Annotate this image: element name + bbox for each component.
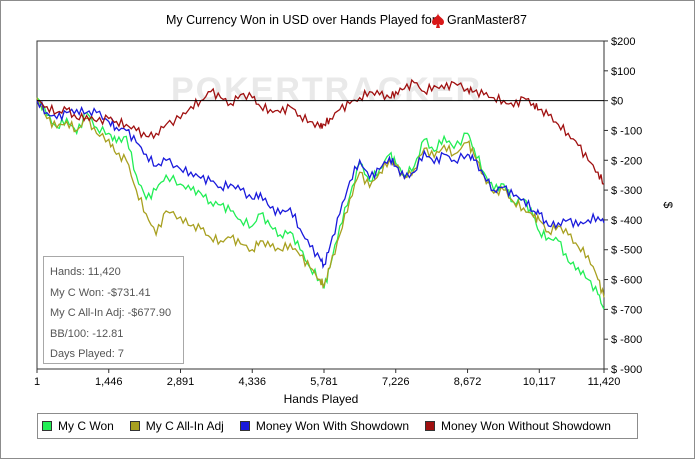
legend-label: My C All-In Adj bbox=[145, 419, 224, 433]
y-tick-label: $ -700 bbox=[611, 304, 642, 316]
chart-player-name: GranMaster87 bbox=[447, 13, 527, 27]
legend-item-my-c-won[interactable]: My C Won bbox=[42, 419, 114, 433]
y-tick-label: $ -800 bbox=[611, 334, 642, 346]
x-tick-label: 8,672 bbox=[454, 376, 482, 388]
legend-label: Money Won With Showdown bbox=[255, 419, 410, 433]
legend-item-all-in-adj[interactable]: My C All-In Adj bbox=[129, 419, 224, 433]
stat-my-c-won: My C Won: -$731.41 bbox=[50, 286, 151, 299]
x-tick-label: 4,336 bbox=[238, 376, 266, 388]
x-tick-label: 7,226 bbox=[382, 376, 410, 388]
x-tick-label: 2,891 bbox=[167, 376, 195, 388]
legend-swatch bbox=[129, 421, 140, 431]
y-tick-label: $ -300 bbox=[611, 185, 642, 197]
legend-item-with-showdown[interactable]: Money Won With Showdown bbox=[239, 419, 410, 433]
legend: My C Won My C All-In Adj Money Won With … bbox=[37, 413, 638, 439]
chart-title: My Currency Won in USD over Hands Played… bbox=[166, 13, 436, 27]
y-tick-label: $0 bbox=[611, 96, 623, 108]
legend-label: My C Won bbox=[58, 419, 114, 433]
series-layer bbox=[36, 78, 605, 310]
legend-swatch bbox=[42, 421, 52, 431]
series-line-my-c-all-in-adj bbox=[36, 97, 605, 298]
legend-item-without-showdown[interactable]: Money Won Without Showdown bbox=[425, 419, 611, 433]
x-tick-label: 1 bbox=[34, 376, 40, 388]
y-tick-label: $ -400 bbox=[611, 215, 642, 227]
legend-label: Money Won Without Showdown bbox=[441, 419, 611, 433]
x-tick-label: 1,446 bbox=[95, 376, 123, 388]
y-tick-label: $ -900 bbox=[611, 364, 642, 376]
x-tick-label: 11,420 bbox=[588, 376, 621, 388]
stats-box: Hands: 11,420 My C Won: -$731.41 My C Al… bbox=[43, 256, 184, 364]
y-tick-label: $ -200 bbox=[611, 155, 642, 167]
y-tick-label: $200 bbox=[611, 36, 635, 48]
player-icon bbox=[432, 13, 444, 28]
legend-swatch bbox=[239, 421, 250, 431]
y-axis-label: $ bbox=[661, 202, 675, 209]
y-axis: $200 $100 $0 $ -100 $ -200 $ -300 $ -400 $ -500… bbox=[604, 36, 642, 376]
y-tick-label: $ -100 bbox=[611, 125, 642, 137]
x-axis-label: Hands Played bbox=[284, 392, 359, 406]
series-line-money-won-with-showdown bbox=[36, 100, 605, 270]
stat-hands: Hands: 11,420 bbox=[50, 266, 121, 278]
legend-swatch bbox=[425, 421, 436, 431]
y-tick-label: $ -600 bbox=[611, 275, 642, 287]
y-tick-label: $ -500 bbox=[611, 245, 642, 257]
series-line-money-won-without-showdown bbox=[36, 78, 605, 185]
x-tick-label: 5,781 bbox=[310, 376, 338, 388]
stat-days-played: Days Played: 7 bbox=[50, 348, 124, 361]
y-tick-label: $100 bbox=[611, 66, 635, 78]
x-axis: 1 1,446 2,891 4,336 5,781 7,226 8,672 10,117 11,… bbox=[34, 369, 620, 388]
x-tick-label: 10,117 bbox=[523, 376, 556, 388]
stat-all-in-adj: My C All-In Adj: -$677.90 bbox=[50, 307, 172, 320]
watermark: POKERTRACKER bbox=[171, 71, 482, 109]
stat-bb-100: BB/100: -12.81 bbox=[50, 327, 124, 340]
